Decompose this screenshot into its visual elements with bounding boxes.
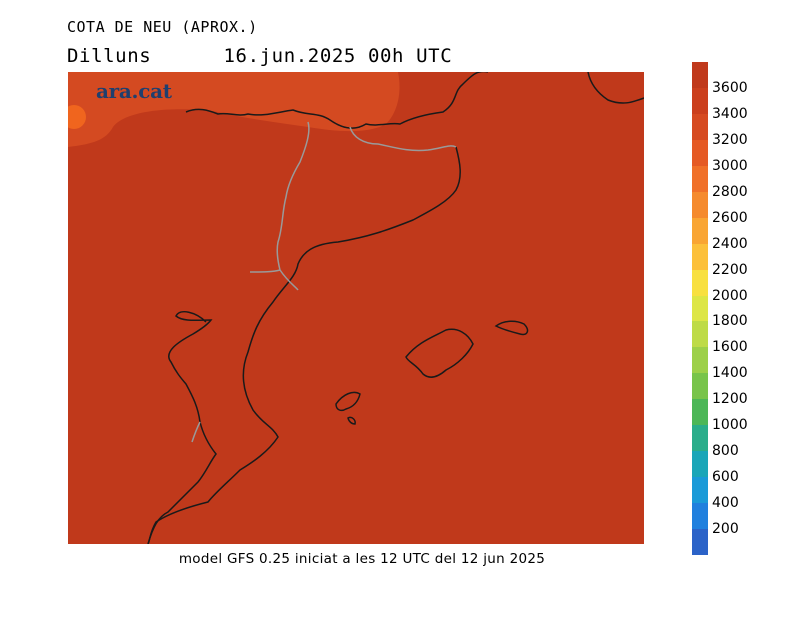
higher-level-zone	[68, 72, 400, 147]
legend-label: 2800	[712, 183, 748, 200]
legend-swatch	[692, 451, 708, 478]
regional-borders	[191, 121, 457, 443]
datetime-label: 16.jun.2025 00h UTC	[223, 45, 453, 67]
snow-level-map	[68, 72, 644, 544]
legend-swatch	[692, 191, 708, 219]
coast-mallorca	[405, 328, 474, 378]
legend-swatch	[692, 425, 708, 452]
color-legend: 3600 3400 3200 3000 2800 2600 2400 2200 2000 1800…	[692, 62, 748, 556]
legend-label: 2000	[712, 287, 748, 304]
peak-zone	[68, 105, 86, 129]
legend-label: 3200	[712, 131, 748, 148]
coast-mainland	[147, 146, 461, 544]
border-andorra-france	[349, 126, 457, 152]
legend-label: 200	[712, 521, 739, 538]
ara-cat-logo: ara.cat	[96, 79, 172, 103]
legend-swatch	[692, 295, 708, 322]
legend-swatch	[692, 243, 708, 271]
legend-label: 3400	[712, 105, 748, 122]
legend-swatch	[692, 217, 708, 245]
legend-swatch	[692, 399, 708, 426]
legend-swatch	[692, 373, 708, 400]
legend-label: 3600	[712, 79, 748, 96]
legend-swatch	[692, 269, 708, 297]
legend-swatch	[692, 503, 708, 530]
legend-label: 2600	[712, 209, 748, 226]
border-valencia	[249, 269, 281, 273]
legend-label: 1600	[712, 339, 748, 356]
coast-ibiza	[335, 391, 361, 412]
border-murcia	[191, 421, 201, 443]
legend-swatch	[692, 477, 708, 504]
legend-swatch	[692, 113, 708, 141]
legend-label: 3000	[712, 157, 748, 174]
legend-label: 600	[712, 469, 739, 486]
legend-swatch	[692, 347, 708, 374]
footer-caption: model GFS 0.25 iniciat a les 12 UTC del …	[178, 551, 546, 567]
legend-label: 800	[712, 443, 739, 460]
legend-label: 1400	[712, 365, 748, 382]
map-subtitle: Dilluns 16.jun.2025 00h UTC	[67, 45, 452, 67]
border-aragon-catalonia	[276, 121, 310, 291]
coast-pyrenees-north	[185, 72, 488, 129]
legend-swatch	[692, 62, 708, 89]
legend-swatch	[692, 87, 708, 115]
coastlines	[147, 72, 644, 544]
legend-label: 400	[712, 495, 739, 512]
legend-swatch	[692, 529, 708, 556]
coast-menorca	[494, 320, 529, 336]
sea-land-field	[68, 72, 644, 544]
coast-formentera	[347, 416, 356, 425]
legend-label: 2400	[712, 235, 748, 252]
coast-inland-west	[147, 311, 217, 544]
legend-swatch	[692, 139, 708, 167]
legend-swatch	[692, 165, 708, 193]
map-title: COTA DE NEU (APROX.)	[67, 18, 258, 36]
day-label: Dilluns	[67, 45, 152, 67]
coast-france-east	[587, 72, 644, 104]
map-canvas	[68, 72, 644, 544]
legend-label: 1000	[712, 417, 748, 434]
legend-label: 1800	[712, 313, 748, 330]
legend-label: 2200	[712, 261, 748, 278]
legend-label: 1200	[712, 391, 748, 408]
legend-swatch	[692, 321, 708, 348]
